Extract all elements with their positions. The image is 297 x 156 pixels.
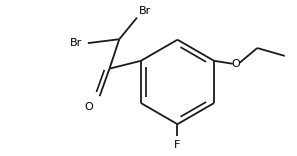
Text: Br: Br	[139, 6, 151, 16]
Text: O: O	[84, 102, 93, 112]
Text: Br: Br	[70, 38, 82, 48]
Text: F: F	[174, 140, 181, 150]
Text: O: O	[231, 59, 240, 69]
